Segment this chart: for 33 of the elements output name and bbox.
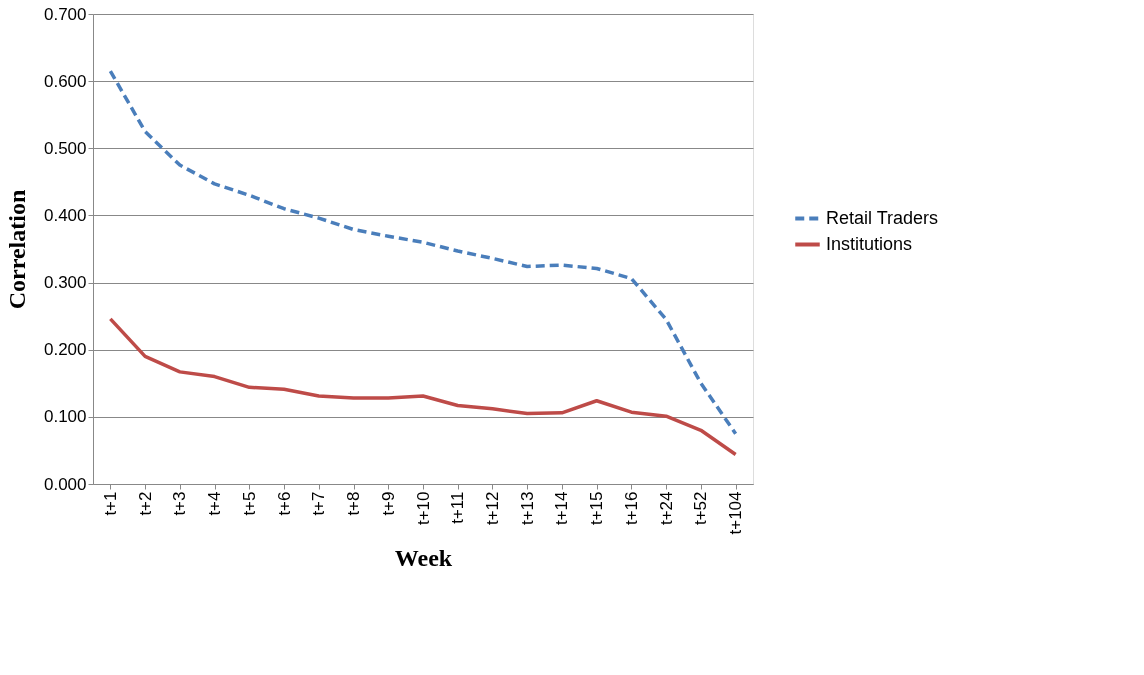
x-tick-label: t+16	[621, 491, 641, 526]
x-tick-label: t+52	[691, 491, 711, 526]
y-tick-label: 0.300	[43, 273, 87, 293]
x-tick-label: t+7	[309, 491, 329, 516]
x-axis-title: Week	[394, 544, 453, 571]
x-tick-label: t+15	[587, 491, 607, 526]
x-tick-label: t+13	[517, 491, 537, 526]
y-tick-label: 0.400	[43, 205, 87, 225]
legend-label: Institutions	[826, 233, 913, 254]
legend-label: Retail Traders	[826, 207, 939, 228]
x-tick-label: t+104	[726, 491, 746, 535]
line-series	[108, 69, 738, 436]
y-tick-label: 0.500	[43, 138, 87, 158]
y-tick-label: 0.200	[43, 340, 87, 360]
x-tick-label: t+8	[344, 491, 364, 516]
x-tick-label: t+1	[100, 491, 120, 516]
x-tick-label: t+11	[448, 491, 468, 524]
x-tick-label: t+10	[413, 491, 433, 526]
line-series	[108, 317, 738, 457]
x-tick-label: t+24	[656, 491, 676, 526]
y-axis-title: Correlation	[3, 189, 30, 310]
x-tick-label: t+5	[239, 491, 259, 516]
y-tick-label: 0.000	[43, 474, 87, 494]
y-tick-label: 0.700	[43, 4, 87, 24]
x-tick-label: t+12	[482, 491, 502, 526]
x-tick-label: t+14	[552, 491, 572, 526]
y-tick-label: 0.600	[43, 71, 87, 91]
y-tick-label: 0.100	[43, 407, 87, 427]
x-tick-label: t+3	[170, 491, 190, 516]
x-tick-label: t+4	[205, 491, 225, 516]
x-tick-label: t+6	[274, 491, 294, 516]
x-tick-label: t+2	[135, 491, 155, 516]
x-tick-label: t+9	[378, 491, 398, 516]
